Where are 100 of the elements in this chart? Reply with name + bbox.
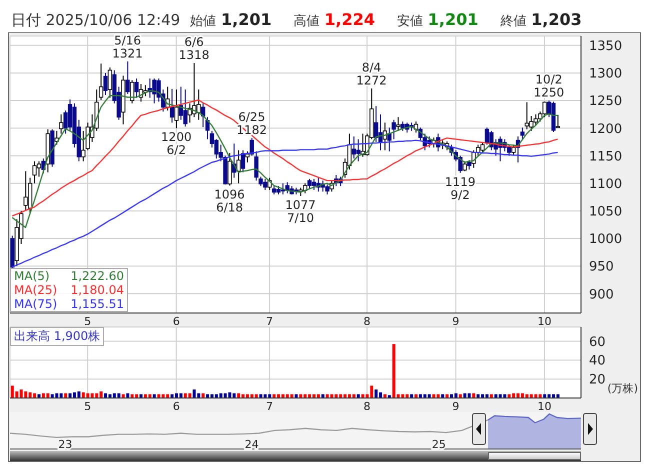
text: 終値 1,203 xyxy=(500,10,582,29)
bar xyxy=(361,394,364,398)
text: MA(25) 1,180.04 xyxy=(14,283,124,297)
bar xyxy=(170,394,174,398)
y-tick-label: 60 xyxy=(589,334,606,350)
y-tick-label: 1300 xyxy=(589,66,622,82)
bar xyxy=(543,394,546,398)
bar xyxy=(538,394,542,398)
y-tick-label: 1100 xyxy=(589,176,622,192)
bar xyxy=(436,394,440,398)
annotation: 10/2 1250 xyxy=(534,72,564,100)
candlestick xyxy=(36,160,42,178)
candlestick xyxy=(556,114,560,128)
candlestick xyxy=(183,89,188,127)
y-tick-label: 900 xyxy=(589,287,614,302)
annotation: 1119 9/2 xyxy=(444,174,476,202)
annotation: 6/6 1318 xyxy=(178,35,210,62)
text: 高値 1,224 xyxy=(294,10,375,29)
bar xyxy=(290,394,294,398)
candlestick xyxy=(374,106,378,142)
candlestick xyxy=(24,170,28,212)
annotation: 8/4 1272 xyxy=(356,60,387,88)
bar xyxy=(272,394,276,398)
text: 安値 1,201 xyxy=(397,10,478,29)
bar xyxy=(299,394,302,398)
x-tick-label: 24 xyxy=(244,438,259,451)
y-tick-label: 1050 xyxy=(589,204,622,220)
candlestick xyxy=(307,178,312,190)
bar xyxy=(162,394,165,398)
candlestick xyxy=(356,138,360,162)
bar xyxy=(192,389,196,398)
chart-title: 出来高 1,900株 xyxy=(14,329,100,343)
candlestick xyxy=(32,160,37,184)
bar xyxy=(476,394,480,398)
bar xyxy=(148,394,152,398)
bar xyxy=(122,394,125,398)
annotation: 1200 6/2 xyxy=(161,130,192,158)
candlestick xyxy=(134,78,139,98)
bar xyxy=(140,394,143,398)
candlestick xyxy=(170,88,174,124)
candlestick xyxy=(98,63,104,101)
bar xyxy=(401,394,404,398)
bar xyxy=(326,394,329,398)
x-tick-label: 10 xyxy=(537,400,552,413)
bar xyxy=(294,394,298,398)
annotation: 1077 7/10 xyxy=(285,198,316,226)
candlestick xyxy=(108,66,112,98)
bar xyxy=(254,394,258,398)
x-tick-label: 25 xyxy=(432,438,446,451)
x-tick-label: 10 xyxy=(537,314,552,328)
y-tick-label: 950 xyxy=(589,260,614,275)
bar xyxy=(485,394,488,398)
y-tick-label: 40 xyxy=(589,354,606,369)
bar xyxy=(38,394,40,398)
x-tick-label: 6 xyxy=(172,400,180,413)
bar xyxy=(503,394,506,398)
candlestick xyxy=(312,178,316,190)
bar xyxy=(441,394,444,398)
candlestick xyxy=(103,72,108,96)
bar xyxy=(490,394,493,398)
bar xyxy=(316,394,320,398)
candlestick xyxy=(126,60,130,94)
x-tick-label: 5 xyxy=(84,400,92,413)
y-tick-label: 1350 xyxy=(589,38,622,54)
bar xyxy=(24,391,28,398)
y-axis-title: (万株) xyxy=(607,382,638,395)
x-tick-label: 8 xyxy=(364,314,371,328)
bar xyxy=(264,394,267,398)
bar xyxy=(50,394,54,398)
candlestick xyxy=(174,89,179,129)
bar xyxy=(20,389,23,398)
candlestick xyxy=(467,160,472,170)
text: 始値 1,201 xyxy=(190,10,272,29)
annotation: 1096 6/18 xyxy=(214,188,245,215)
bar xyxy=(206,394,210,398)
bar xyxy=(374,389,378,398)
x-tick-label: 9 xyxy=(452,314,460,328)
bar xyxy=(556,394,560,398)
bar xyxy=(432,394,436,398)
bar xyxy=(330,394,334,398)
bar xyxy=(383,394,386,398)
x-tick-label: 9 xyxy=(452,400,460,413)
x-tick-label: 6 xyxy=(172,314,180,328)
candlestick xyxy=(400,121,405,132)
y-tick-label: 1150 xyxy=(589,149,622,164)
bar xyxy=(414,394,418,398)
x-tick-label: 7 xyxy=(266,400,273,413)
text: MA(75) 1,155.51 xyxy=(14,297,124,311)
candlestick xyxy=(484,127,490,146)
bar xyxy=(321,394,324,398)
candlestick xyxy=(240,150,246,173)
y-tick-label: 1200 xyxy=(589,122,622,137)
bar xyxy=(498,394,502,398)
candlestick xyxy=(228,152,232,186)
x-tick-label: 23 xyxy=(58,438,72,451)
x-tick-label: 8 xyxy=(364,400,371,413)
candlestick xyxy=(59,114,64,134)
candlestick xyxy=(54,130,59,146)
bar xyxy=(352,394,356,398)
annotation: 5/16 1321 xyxy=(112,33,143,60)
